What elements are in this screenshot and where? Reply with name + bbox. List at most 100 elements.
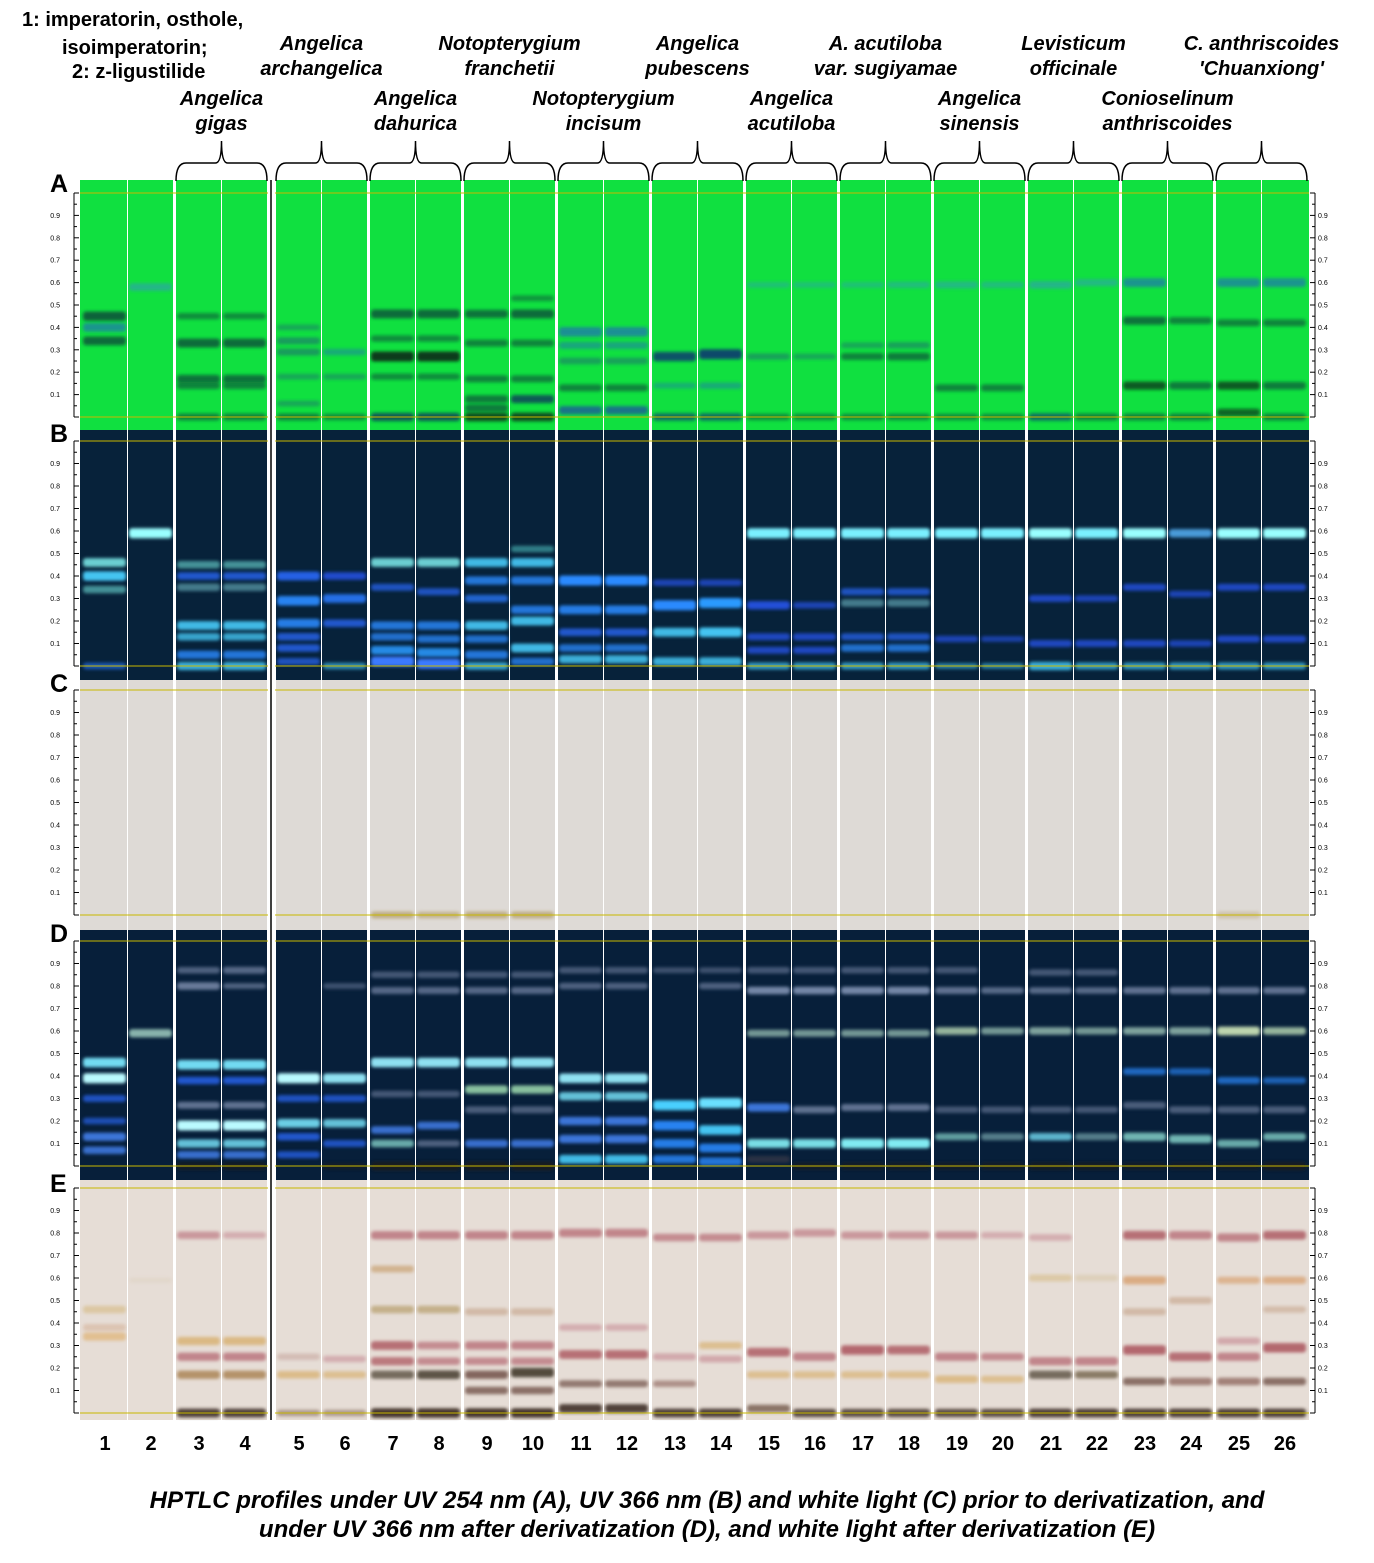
rf-tick-label: 0.2 — [1318, 868, 1328, 875]
lane-number: 22 — [1085, 1433, 1109, 1455]
band-A-lane-21 — [1029, 281, 1072, 289]
rf-tick-label: 0.6 — [1318, 529, 1328, 536]
rf-tick-label: 0.7 — [1318, 1006, 1328, 1013]
band-A-lane-1 — [83, 323, 126, 332]
lane-separator — [555, 680, 558, 930]
band-D-lane-4 — [223, 1139, 266, 1148]
band-D-lane-1 — [83, 1132, 126, 1141]
species-brace — [1121, 140, 1214, 182]
rf-tick-label: 0.1 — [1318, 641, 1328, 648]
band-A-lane-10 — [511, 375, 554, 383]
band-B-lane-7 — [371, 632, 414, 641]
species-label-line: sinensis — [939, 113, 1020, 135]
band-D-lane-7 — [371, 987, 414, 994]
band-B-lane-9 — [465, 594, 508, 603]
rf-tick-label: 0.8 — [1318, 484, 1328, 491]
band-A-lane-11 — [559, 357, 602, 365]
lane-separator — [1213, 180, 1216, 430]
band-D-lane-3 — [177, 1120, 220, 1131]
rf-tick-label: 0.4 — [1318, 823, 1328, 830]
lane-separator — [649, 930, 652, 1180]
lane-separator — [221, 430, 222, 680]
rf-tick-label: 0.6 — [50, 1029, 60, 1036]
lane-separator — [885, 680, 886, 930]
band-B-lane-12 — [605, 655, 648, 664]
band-D-lane-17 — [841, 1138, 884, 1149]
band-D-lane-15 — [747, 967, 790, 974]
band-E-lane-10 — [511, 1341, 554, 1350]
band-D-lane-1 — [83, 1057, 126, 1068]
lane-separator — [367, 180, 370, 430]
rf-tick-label: 0.1 — [50, 890, 60, 897]
lane-number: 10 — [521, 1433, 545, 1455]
band-D-lane-12 — [605, 1116, 648, 1126]
band-A-lane-24 — [1169, 317, 1212, 325]
band-E-lane-24 — [1169, 1231, 1212, 1240]
rf-tick-label: 0.9 — [50, 961, 60, 968]
lane-separator — [173, 930, 176, 1180]
band-A-lane-12 — [605, 327, 648, 337]
lane-separator — [555, 180, 558, 430]
band-A-lane-5 — [277, 373, 320, 380]
band-B-lane-3 — [177, 560, 220, 569]
species-label-line: A. acutiloba — [828, 33, 943, 55]
rf-tick-label: 0.3 — [50, 1096, 60, 1103]
lane-separator — [697, 1180, 698, 1420]
band-E-lane-14 — [699, 1233, 742, 1242]
band-D-lane-5 — [277, 1132, 320, 1141]
band-D-lane-15 — [747, 986, 790, 995]
species-label-line: anthriscoides — [1102, 113, 1233, 135]
lane-separator — [931, 930, 934, 1180]
band-D-lane-26 — [1263, 1077, 1306, 1084]
band-D-lane-25 — [1217, 1026, 1260, 1036]
lane-separator — [1119, 1180, 1122, 1420]
rf-tick-label: 0.6 — [50, 1276, 60, 1283]
band-D-lane-11 — [559, 1116, 602, 1126]
band-D-lane-6 — [323, 1119, 366, 1128]
band-B-lane-6 — [323, 572, 366, 580]
lane-separator — [885, 180, 886, 430]
band-B-lane-24 — [1169, 640, 1212, 647]
band-E-lane-10 — [511, 1357, 554, 1366]
band-E-lane-12 — [605, 1404, 648, 1413]
lane-number: 23 — [1133, 1433, 1157, 1455]
lane-separator — [649, 430, 652, 680]
band-E-lane-23 — [1123, 1377, 1166, 1386]
band-E-lane-17 — [841, 1371, 884, 1379]
band-E-lane-23 — [1123, 1230, 1166, 1240]
band-A-lane-13 — [653, 382, 696, 389]
species-label-line: incisum — [565, 113, 642, 135]
lane-separator — [1073, 180, 1074, 430]
panel-D: 0.9 0.8 0.7 0.6 0.5 0.4 0.3 0.2 0.1 0.9 0.8 0.7 0.6 0… — [50, 930, 1328, 1180]
lane-separator — [509, 180, 510, 430]
species-brace — [369, 140, 462, 182]
species-brace — [651, 140, 744, 182]
band-A-lane-23 — [1123, 381, 1166, 390]
rf-tick-label: 0.1 — [1318, 1388, 1328, 1395]
rf-tick-label: 0.2 — [1318, 1366, 1328, 1373]
lane-separator — [1261, 180, 1262, 430]
rf-tick-label: 0.3 — [1318, 347, 1328, 354]
lane-number: 16 — [803, 1433, 827, 1455]
band-B-lane-23 — [1123, 640, 1166, 647]
band-D-lane-23 — [1123, 1132, 1166, 1141]
band-A-lane-18 — [887, 281, 930, 289]
band-A-lane-26 — [1263, 319, 1306, 327]
lane-separator — [649, 180, 652, 430]
lane-separator — [979, 680, 980, 930]
lane-separator — [837, 430, 840, 680]
band-D-lane-23 — [1123, 1068, 1166, 1075]
band-B-lane-14 — [699, 579, 742, 586]
lane-separator — [415, 180, 416, 430]
species-brace — [745, 140, 838, 182]
band-A-lane-23 — [1123, 316, 1166, 325]
band-D-lane-1 — [83, 1117, 126, 1125]
rf-tick-label: 0.4 — [50, 574, 60, 581]
band-B-lane-3 — [177, 650, 220, 659]
species-brace — [933, 140, 1026, 182]
rf-tick-label: 0.1 — [50, 1141, 60, 1148]
band-B-lane-5 — [277, 632, 320, 641]
band-B-lane-17 — [841, 528, 884, 539]
rf-tick-label: 0.1 — [50, 392, 60, 399]
